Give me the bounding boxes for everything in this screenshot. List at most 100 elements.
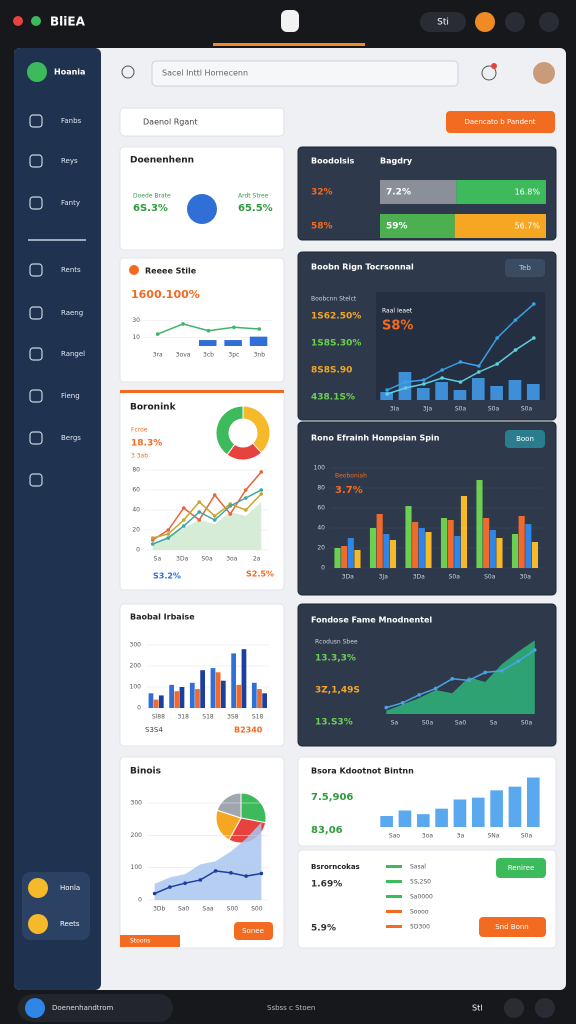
button-label[interactable]: Reniree — [508, 864, 535, 872]
bar — [354, 550, 361, 568]
footer-tag — [120, 935, 180, 947]
nav-item[interactable]: Bergs — [61, 434, 81, 442]
footer-item[interactable]: Reets — [60, 920, 80, 928]
x-tick-label: 3Da — [342, 574, 354, 581]
menu-button[interactable] — [420, 12, 466, 32]
y-tick-label: 300 — [131, 800, 143, 807]
point — [259, 470, 264, 474]
record-button[interactable] — [479, 917, 546, 937]
button-label[interactable]: Snd Bonn — [495, 923, 529, 931]
filter[interactable] — [119, 107, 285, 137]
bar — [440, 518, 448, 568]
bar — [158, 695, 164, 708]
avatar — [533, 62, 555, 84]
nav-item[interactable]: Raeng — [61, 309, 83, 317]
metric: 3.7% — [335, 485, 363, 496]
x-tick-label: 3S8 — [227, 714, 239, 721]
point — [152, 891, 157, 896]
nav-item[interactable]: Rangel — [61, 350, 85, 358]
metric: 3.3ab — [131, 453, 148, 460]
point — [532, 302, 536, 306]
bottom-icon[interactable] — [535, 998, 555, 1018]
y-tick-label: 100 — [314, 465, 326, 472]
y-tick-label: 0 — [136, 547, 140, 554]
progress-segment — [380, 180, 457, 204]
button-label[interactable]: Sonee — [242, 927, 264, 935]
bar — [398, 810, 412, 827]
bar — [249, 336, 268, 346]
footer-item[interactable]: Honla — [60, 884, 80, 892]
bottom-label[interactable]: Doenenhandtrom — [52, 1004, 114, 1012]
list-item: Sasal — [410, 864, 426, 871]
x-tick-label: Sa — [154, 556, 162, 563]
y-tick-label: 20 — [132, 527, 140, 534]
y-tick-label: 0 — [138, 897, 142, 904]
card — [119, 257, 285, 383]
metric: 1600.100% — [131, 288, 200, 301]
point — [228, 512, 233, 516]
nav-item[interactable]: Fanty — [61, 199, 80, 207]
list-item: 5S,2S0 — [410, 879, 431, 886]
metric: S8% — [382, 319, 413, 334]
brand: Hoania — [54, 68, 85, 77]
point — [513, 318, 518, 322]
icon-button[interactable] — [475, 12, 495, 32]
point — [212, 493, 217, 497]
bottom-pill — [18, 994, 173, 1022]
x-tick-label: 30a — [520, 574, 532, 581]
sidebar — [14, 48, 101, 990]
area — [386, 640, 535, 714]
stat-value: 3Z,1,49S — [315, 686, 360, 696]
point — [477, 370, 481, 374]
point — [385, 392, 389, 396]
row-value: 59% — [386, 222, 408, 232]
point — [243, 488, 248, 492]
point — [259, 871, 264, 876]
button-label[interactable]: Boon — [516, 435, 534, 443]
bar — [347, 538, 354, 568]
bottom-icon[interactable] — [504, 998, 524, 1018]
tab-button[interactable] — [505, 259, 545, 277]
point — [477, 364, 481, 368]
point — [183, 881, 187, 885]
action-label[interactable]: Daencato b Pandent — [464, 118, 535, 126]
bar — [189, 682, 195, 708]
tab-button[interactable] — [505, 430, 545, 448]
bar — [489, 530, 496, 568]
action-button[interactable] — [446, 111, 555, 133]
bottom-label[interactable]: Ssbss c Stoen — [267, 1004, 315, 1012]
nav-item[interactable]: Fieng — [61, 392, 80, 400]
bar — [195, 689, 200, 708]
small-button[interactable] — [234, 922, 273, 940]
bar — [380, 392, 393, 400]
icon-button[interactable] — [539, 12, 559, 32]
nav-icon — [29, 263, 43, 277]
x-tick-label: 3Db — [153, 906, 165, 913]
bottom-label[interactable]: Stl — [472, 1004, 482, 1013]
nav-item[interactable]: Rents — [61, 266, 81, 274]
stat-value: 65.5% — [238, 203, 273, 214]
x-tick-label: 3pc — [228, 352, 239, 359]
bar — [398, 372, 412, 400]
icon-button[interactable] — [505, 12, 525, 32]
nav-item[interactable]: Fanbs — [61, 117, 82, 125]
search-box[interactable] — [151, 60, 459, 87]
menu-label[interactable]: Sti — [437, 18, 449, 28]
bar — [490, 790, 503, 827]
filter-label[interactable]: Daenol Rgant — [143, 118, 197, 127]
button-label[interactable]: Teb — [518, 264, 531, 272]
logo — [281, 10, 299, 32]
x-tick-label: 318 — [177, 714, 189, 721]
nav-item[interactable]: Reys — [61, 157, 78, 165]
stat-value: 13.3,3% — [315, 654, 356, 664]
card-title: Fondose Fame Mnodnentel — [311, 616, 432, 625]
point — [168, 885, 172, 889]
x-tick-label: S18 — [202, 714, 214, 721]
bar — [508, 786, 522, 827]
search-placeholder[interactable]: Sacel Inttl Hornecenn — [162, 69, 248, 78]
bar — [220, 680, 226, 708]
point — [516, 659, 521, 663]
record-button[interactable] — [496, 858, 546, 878]
bar — [369, 528, 377, 568]
bar — [210, 668, 216, 708]
